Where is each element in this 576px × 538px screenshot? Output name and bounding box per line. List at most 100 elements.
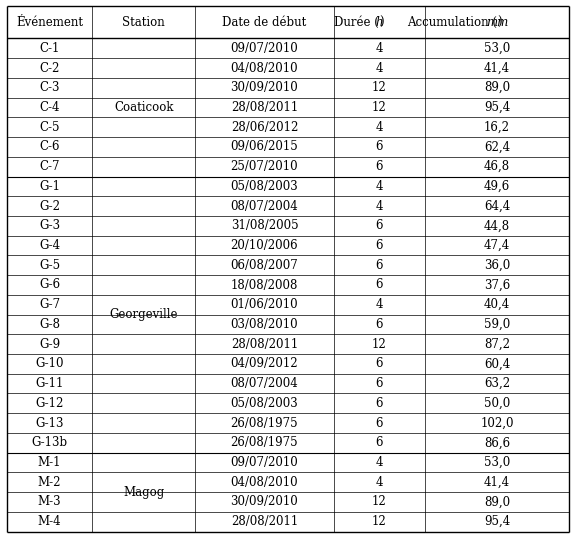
Text: 6: 6 (376, 357, 383, 370)
Text: 08/07/2004: 08/07/2004 (230, 200, 298, 213)
Text: G-2: G-2 (39, 200, 60, 213)
Text: C-7: C-7 (39, 160, 60, 173)
Text: G-12: G-12 (35, 397, 64, 410)
Text: 6: 6 (376, 436, 383, 449)
Text: 09/07/2010: 09/07/2010 (230, 456, 298, 469)
Text: Georgeville: Georgeville (109, 308, 178, 321)
Text: 6: 6 (376, 140, 383, 153)
Text: 4: 4 (376, 200, 383, 213)
Text: 04/08/2010: 04/08/2010 (230, 61, 298, 75)
Text: 06/08/2007: 06/08/2007 (230, 259, 298, 272)
Text: C-4: C-4 (39, 101, 60, 114)
Text: 60,4: 60,4 (484, 357, 510, 370)
Text: mm: mm (486, 16, 508, 29)
Text: 08/07/2004: 08/07/2004 (230, 377, 298, 390)
Text: 36,0: 36,0 (484, 259, 510, 272)
Text: 63,2: 63,2 (484, 377, 510, 390)
Text: 37,6: 37,6 (484, 279, 510, 292)
Text: 64,4: 64,4 (484, 200, 510, 213)
Text: 53,0: 53,0 (484, 456, 510, 469)
Text: 6: 6 (376, 397, 383, 410)
Text: 28/08/2011: 28/08/2011 (231, 338, 298, 351)
Text: 4: 4 (376, 180, 383, 193)
Text: C-1: C-1 (39, 42, 60, 55)
Text: G-3: G-3 (39, 220, 60, 232)
Text: C-2: C-2 (39, 61, 60, 75)
Text: G-9: G-9 (39, 338, 60, 351)
Text: 59,0: 59,0 (484, 318, 510, 331)
Text: 62,4: 62,4 (484, 140, 510, 153)
Text: 102,0: 102,0 (480, 416, 514, 429)
Text: 46,8: 46,8 (484, 160, 510, 173)
Text: 28/06/2012: 28/06/2012 (231, 121, 298, 134)
Text: 09/06/2015: 09/06/2015 (230, 140, 298, 153)
Text: 16,2: 16,2 (484, 121, 510, 134)
Text: 6: 6 (376, 259, 383, 272)
Text: M-4: M-4 (38, 515, 62, 528)
Text: 40,4: 40,4 (484, 298, 510, 311)
Text: 30/09/2010: 30/09/2010 (230, 495, 298, 508)
Text: 6: 6 (376, 239, 383, 252)
Text: 4: 4 (376, 42, 383, 55)
Text: 04/09/2012: 04/09/2012 (230, 357, 298, 370)
Text: 12: 12 (372, 338, 386, 351)
Text: 6: 6 (376, 377, 383, 390)
Text: M-2: M-2 (38, 476, 61, 489)
Text: 26/08/1975: 26/08/1975 (230, 436, 298, 449)
Text: M-3: M-3 (38, 495, 62, 508)
Text: 49,6: 49,6 (484, 180, 510, 193)
Text: 12: 12 (372, 515, 386, 528)
Text: C-5: C-5 (39, 121, 60, 134)
Text: G-11: G-11 (35, 377, 64, 390)
Text: 25/07/2010: 25/07/2010 (230, 160, 298, 173)
Text: G-1: G-1 (39, 180, 60, 193)
Text: 4: 4 (376, 121, 383, 134)
Text: 4: 4 (376, 61, 383, 75)
Text: G-5: G-5 (39, 259, 60, 272)
Text: 47,4: 47,4 (484, 239, 510, 252)
Text: 86,6: 86,6 (484, 436, 510, 449)
Text: 04/08/2010: 04/08/2010 (230, 476, 298, 489)
Text: Station: Station (123, 16, 165, 29)
Text: 89,0: 89,0 (484, 495, 510, 508)
Text: 50,0: 50,0 (484, 397, 510, 410)
Text: 01/06/2010: 01/06/2010 (230, 298, 298, 311)
Text: 87,2: 87,2 (484, 338, 510, 351)
Text: ): ) (379, 16, 384, 29)
Text: C-3: C-3 (39, 81, 60, 94)
Text: Date de début: Date de début (222, 16, 306, 29)
Text: G-4: G-4 (39, 239, 60, 252)
Text: 30/09/2010: 30/09/2010 (230, 81, 298, 94)
Text: 05/08/2003: 05/08/2003 (230, 397, 298, 410)
Text: G-10: G-10 (35, 357, 64, 370)
Text: 31/08/2005: 31/08/2005 (230, 220, 298, 232)
Text: 6: 6 (376, 279, 383, 292)
Text: M-1: M-1 (38, 456, 61, 469)
Text: Accumulation (: Accumulation ( (407, 16, 497, 29)
Text: Magog: Magog (123, 486, 164, 499)
Text: 44,8: 44,8 (484, 220, 510, 232)
Text: 95,4: 95,4 (484, 515, 510, 528)
Text: 28/08/2011: 28/08/2011 (231, 101, 298, 114)
Text: 6: 6 (376, 318, 383, 331)
Text: 4: 4 (376, 476, 383, 489)
Text: 4: 4 (376, 298, 383, 311)
Text: 6: 6 (376, 416, 383, 429)
Text: 28/08/2011: 28/08/2011 (231, 515, 298, 528)
Text: 09/07/2010: 09/07/2010 (230, 42, 298, 55)
Text: G-7: G-7 (39, 298, 60, 311)
Text: Durée (: Durée ( (335, 16, 379, 29)
Text: 6: 6 (376, 160, 383, 173)
Text: 12: 12 (372, 101, 386, 114)
Text: ): ) (497, 16, 502, 29)
Text: Coaticook: Coaticook (114, 101, 173, 114)
Text: G-8: G-8 (39, 318, 60, 331)
Text: 53,0: 53,0 (484, 42, 510, 55)
Text: 89,0: 89,0 (484, 81, 510, 94)
Text: Événement: Événement (16, 16, 83, 29)
Text: 41,4: 41,4 (484, 476, 510, 489)
Text: C-6: C-6 (39, 140, 60, 153)
Text: 6: 6 (376, 220, 383, 232)
Text: G-13b: G-13b (32, 436, 67, 449)
Text: 20/10/2006: 20/10/2006 (230, 239, 298, 252)
